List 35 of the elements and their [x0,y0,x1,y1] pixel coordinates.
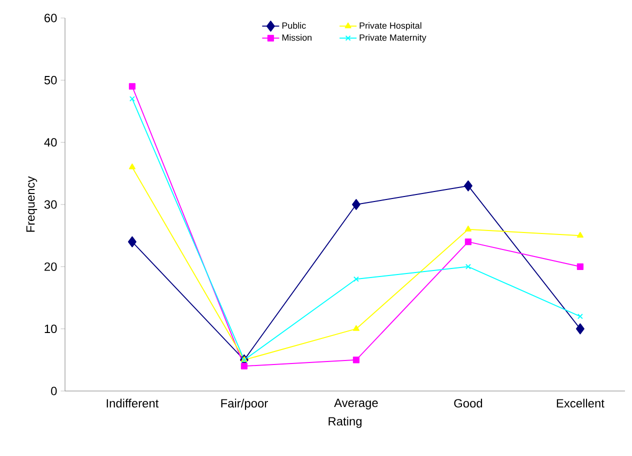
point [240,362,248,370]
point [352,356,360,364]
point [352,325,360,331]
point [465,264,471,270]
y-tick-label: 0 [51,386,57,396]
legend-label: Public [282,22,306,29]
x-tick-label: Indifferent [106,398,159,408]
x-tick-label: Fair/poor [221,398,268,410]
point [128,236,136,248]
x-tick-label: Excellent [556,398,604,408]
point [464,226,472,232]
x-axis-title: Rating [328,416,362,428]
point [576,232,584,238]
x-tick-label: Average [334,398,378,410]
y-tick-label: 50 [44,76,57,84]
y-axis-title: Frequency [26,176,38,232]
x-tick-label: Good [454,398,482,408]
legend-label: Private Hospital [360,22,422,31]
point [464,238,472,246]
point [577,314,583,320]
point [129,96,135,102]
point [576,323,584,334]
y-tick-label: 40 [44,138,57,147]
y-tick-label: 20 [44,262,57,271]
y-tick-label: 60 [44,14,57,22]
y-tick-label: 10 [44,324,57,334]
point [353,276,359,282]
legend-label: Mission [282,34,312,41]
point [464,180,472,192]
point [576,263,584,270]
y-tick-label: 30 [44,200,57,209]
point [352,199,360,210]
legend-label: Private Maternity [360,34,426,43]
point [128,164,136,170]
point [128,83,136,90]
